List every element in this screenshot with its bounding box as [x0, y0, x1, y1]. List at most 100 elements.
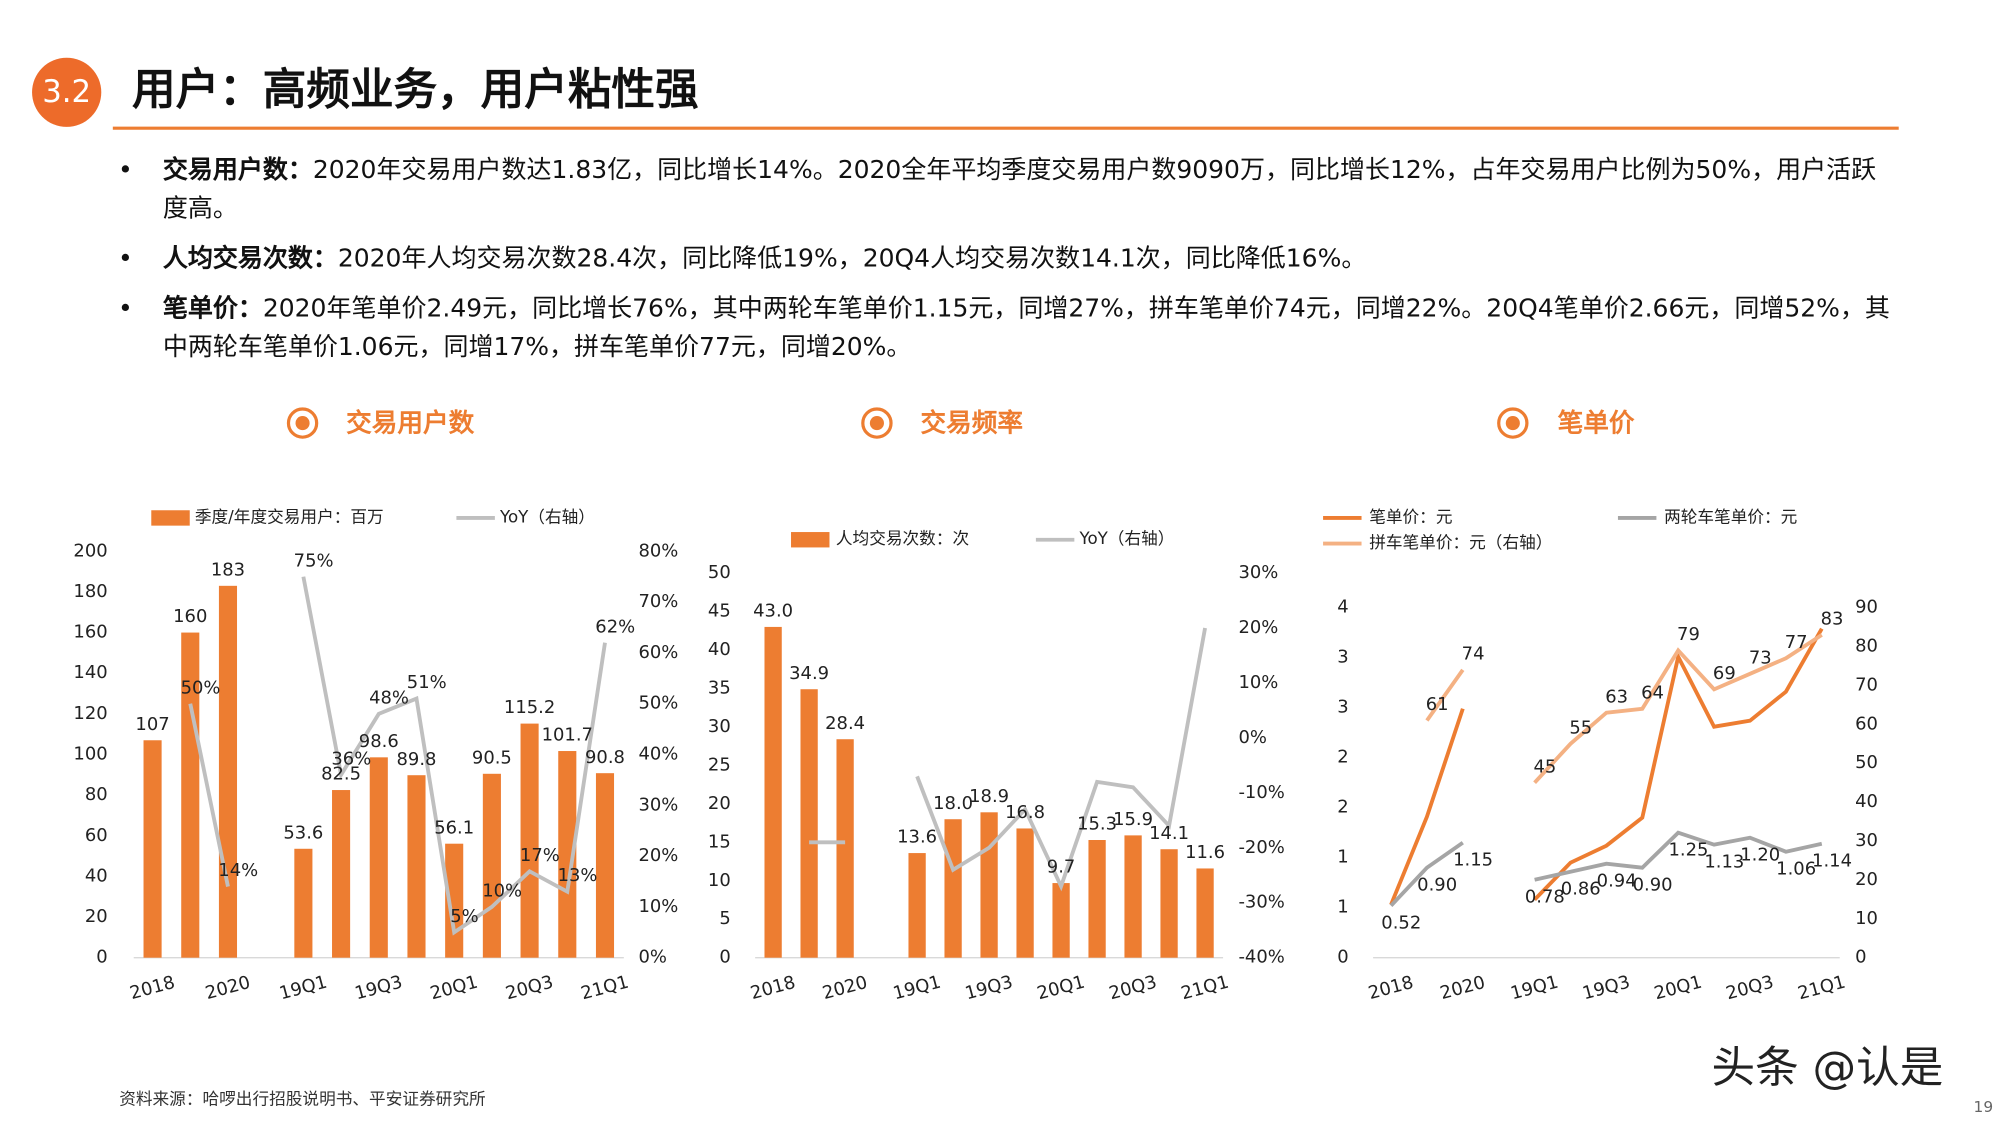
x-tick-label: 21Q1 — [579, 972, 631, 1005]
bar — [944, 819, 962, 958]
data-label: 11.6 — [1185, 842, 1225, 863]
data-label: 10% — [482, 881, 522, 902]
bullet: 笔单价：2020年笔单价2.49元，同比增长76%，其中两轮车笔单价1.15元，… — [113, 290, 1895, 367]
x-tick-label: 2020 — [1438, 972, 1488, 1004]
y2-tick-label: 30% — [638, 794, 678, 815]
x-tick-label: 20Q3 — [503, 972, 555, 1005]
data-label: 43.0 — [753, 601, 793, 622]
data-label: 45 — [1533, 756, 1556, 777]
data-label: 79 — [1677, 624, 1700, 645]
data-label: 160 — [173, 606, 207, 627]
x-tick-label: 19Q3 — [353, 972, 405, 1005]
y2-tick-label: 10% — [1238, 672, 1278, 693]
heading-icon-dot — [295, 416, 310, 431]
y2-tick-label: 50% — [638, 693, 678, 714]
bullet: 交易用户数：2020年交易用户数达1.83亿，同比增长14%。2020全年平均季… — [113, 151, 1895, 228]
y2-tick-label: 10 — [1855, 908, 1878, 929]
y-tick-label: 3 — [1337, 647, 1348, 668]
x-tick-label: 21Q1 — [1179, 972, 1231, 1005]
y-tick-label: 0 — [96, 947, 107, 968]
data-label: 89.8 — [397, 749, 437, 770]
y-tick-label: 120 — [73, 703, 107, 724]
data-label: 62% — [595, 616, 635, 637]
line — [1389, 627, 1824, 906]
data-label: 36% — [331, 748, 371, 769]
data-label: 9.7 — [1047, 857, 1076, 878]
data-label: 1.20 — [1740, 845, 1780, 866]
bar — [143, 740, 162, 958]
y2-tick-label: 40% — [638, 743, 678, 764]
legend-swatch — [151, 510, 190, 526]
y2-tick-label: 60 — [1855, 713, 1878, 734]
data-label: 73 — [1749, 647, 1772, 668]
y2-tick-label: 90 — [1855, 597, 1878, 618]
y-tick-label: 20 — [708, 793, 731, 814]
y-tick-label: 25 — [708, 754, 731, 775]
data-label: 13% — [558, 865, 598, 886]
legend-label: 笔单价：元 — [1369, 507, 1452, 526]
bar — [1124, 835, 1142, 958]
x-tick-label: 19Q3 — [1580, 972, 1632, 1005]
y-tick-label: 1 — [1337, 847, 1348, 868]
y-tick-label: 40 — [85, 865, 108, 886]
data-label: 28.4 — [825, 713, 865, 734]
y2-tick-label: 40 — [1855, 791, 1878, 812]
y-tick-label: 0 — [719, 947, 730, 968]
x-tick-label: 20Q1 — [428, 972, 480, 1005]
data-label: 53.6 — [283, 822, 323, 843]
line — [1389, 830, 1823, 908]
data-label: 1.15 — [1453, 850, 1493, 871]
y2-tick-label: 0% — [1238, 727, 1266, 748]
y-tick-label: 50 — [708, 562, 731, 583]
bar — [908, 853, 926, 958]
data-label: 51% — [407, 672, 447, 693]
data-label: 1.06 — [1776, 859, 1816, 880]
y2-tick-label: 80% — [638, 540, 678, 561]
data-label: 183 — [211, 559, 245, 580]
x-tick-label: 19Q1 — [277, 972, 329, 1005]
x-tick-label: 2018 — [128, 972, 178, 1004]
data-label: 90.5 — [472, 747, 512, 768]
y-tick-label: 1 — [1337, 897, 1348, 918]
data-label: 1.25 — [1668, 840, 1708, 861]
data-label: 0.94 — [1597, 871, 1637, 892]
heading-icon — [286, 407, 319, 439]
legend-label: 季度/年度交易用户：百万 — [195, 507, 384, 526]
y-tick-label: 45 — [708, 601, 731, 622]
data-label: 61 — [1426, 694, 1449, 715]
legend-label: YoY（右轴） — [1078, 529, 1174, 548]
heading-icon — [1497, 407, 1529, 439]
y-tick-label: 180 — [73, 581, 107, 602]
bullet-text: 2020年人均交易次数28.4次，同比降低19%，20Q4人均交易次数14.1次… — [337, 243, 1367, 274]
y-tick-label: 2 — [1337, 747, 1348, 768]
legend-label: YoY（右轴） — [499, 507, 595, 526]
data-label: 55 — [1569, 717, 1592, 738]
y-tick-label: 30 — [708, 716, 731, 737]
data-label: 98.6 — [359, 731, 399, 752]
bar — [181, 632, 200, 958]
data-label: 15.3 — [1077, 814, 1117, 835]
x-tick-label: 2018 — [1366, 972, 1416, 1004]
y2-tick-label: 20% — [1238, 617, 1278, 638]
bar — [558, 751, 577, 958]
data-label: 0.86 — [1561, 879, 1601, 900]
y-tick-label: 15 — [708, 831, 731, 852]
y2-tick-label: 10% — [638, 896, 678, 917]
data-label: 13.6 — [897, 827, 937, 848]
y-tick-label: 5 — [719, 908, 730, 929]
bar — [482, 773, 501, 958]
y2-tick-label: 20% — [638, 845, 678, 866]
badge: 3.2 — [42, 74, 91, 110]
y2-tick-label: 20 — [1855, 869, 1878, 890]
bar — [332, 790, 351, 958]
chart-title: 交易频率 — [921, 407, 1024, 438]
legend-label: 拼车笔单价：元（右轴） — [1369, 533, 1552, 552]
heading-icon-dot — [1505, 416, 1520, 431]
bar — [980, 812, 998, 958]
page-title: 用户：高频业务，用户粘性强 — [132, 65, 699, 115]
data-label: 0.78 — [1525, 887, 1565, 908]
x-tick-label: 20Q3 — [1724, 972, 1776, 1005]
x-tick-label: 21Q1 — [1796, 972, 1848, 1005]
bullet-lead: 交易用户数： — [162, 155, 313, 185]
